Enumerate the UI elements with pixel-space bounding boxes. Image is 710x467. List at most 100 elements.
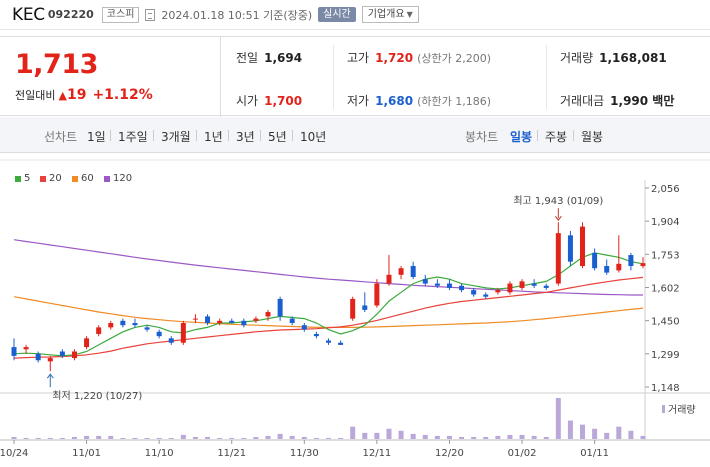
volume-bar xyxy=(531,435,537,439)
volume-bar xyxy=(241,437,247,439)
candle-body xyxy=(277,298,283,317)
volume-legend-label: 거래량 xyxy=(668,404,696,416)
high-annotation: 최고 1,943 (01/09) xyxy=(513,195,603,207)
tab-period-10y[interactable]: 10년 xyxy=(300,130,327,144)
candle-body xyxy=(253,318,259,321)
ma5-line xyxy=(13,252,644,357)
volume-bar xyxy=(108,435,114,439)
stat-volume: 거래량 1,168,081 xyxy=(560,51,667,65)
y-tick-label: 1,450 xyxy=(651,317,680,328)
x-tick-label: 12/11 xyxy=(362,448,391,459)
candle-body xyxy=(96,327,102,334)
volume-bar xyxy=(350,426,356,439)
price-summary: 1,713 전일대비 ▲ 19 +1.12% 전일 1,694 고가 1,720 (상… xyxy=(0,36,710,117)
tab-period-1w[interactable]: 1주일 xyxy=(118,130,148,144)
company-overview-button[interactable]: 기업개요 ▼ xyxy=(361,6,419,23)
legend-ma120: 120 xyxy=(104,173,132,184)
realtime-badge[interactable]: 실시간 xyxy=(318,7,356,22)
candle-body xyxy=(567,235,573,262)
candle-body xyxy=(592,252,598,269)
stock-name: KEC xyxy=(12,4,45,25)
volume-bar xyxy=(434,435,440,439)
candle-body xyxy=(180,323,186,343)
volume-bar xyxy=(580,424,586,439)
candle-body xyxy=(483,294,489,297)
volume-bar xyxy=(386,428,392,439)
volume-bar xyxy=(604,432,610,439)
candle-body xyxy=(531,283,537,286)
candle-body xyxy=(301,325,307,330)
tab-monthly[interactable]: 월봉 xyxy=(581,130,604,144)
stat-trade-amount: 거래대금 1,990 백만 xyxy=(560,94,675,108)
volume-bar xyxy=(71,436,77,439)
y-tick-label: 1,602 xyxy=(651,284,680,295)
x-tick-label: 11/30 xyxy=(290,448,319,459)
ma120-line xyxy=(13,239,643,296)
document-icon[interactable] xyxy=(145,8,156,21)
candle-body xyxy=(144,327,150,330)
volume-bar xyxy=(446,435,452,439)
volume-bar xyxy=(301,436,307,439)
tab-period-3y[interactable]: 3년 xyxy=(236,130,255,144)
volume-bar xyxy=(459,436,465,439)
volume-bar xyxy=(192,436,198,439)
volume-bar xyxy=(422,434,428,439)
divider xyxy=(333,45,334,109)
y-tick-label: 1,753 xyxy=(651,250,680,261)
volume-bar xyxy=(168,437,174,439)
tab-weekly[interactable]: 주봉 xyxy=(545,130,568,144)
tab-period-3m[interactable]: 3개월 xyxy=(161,130,191,144)
ma20-line xyxy=(13,276,644,359)
candle-body xyxy=(519,281,525,288)
volume-legend-swatch xyxy=(662,405,665,413)
volume-bar xyxy=(374,432,380,439)
candle-body xyxy=(640,263,646,267)
ma60-line xyxy=(13,296,644,328)
tab-period-1y[interactable]: 1년 xyxy=(204,130,223,144)
legend-ma60: 60 xyxy=(72,173,94,184)
up-arrow-icon: ▲ xyxy=(58,88,67,102)
current-price-box: 1,713 전일대비 ▲ 19 +1.12% xyxy=(0,37,221,117)
candle-body xyxy=(156,331,162,337)
candle-body xyxy=(265,312,271,317)
candle-body xyxy=(205,316,211,324)
volume-bar xyxy=(253,436,259,439)
x-tick-label: 11/21 xyxy=(217,448,246,459)
chart-tabs: 선차트 1일 1주일 3개월 1년 3년 5년 10년 봉차트 일봉 주봉 월봉 xyxy=(0,117,710,153)
volume-bar xyxy=(132,437,138,439)
y-tick-label: 1,299 xyxy=(651,350,680,361)
change-amount: 19 xyxy=(66,87,87,103)
change-label: 전일대비 xyxy=(15,89,56,102)
stat-low: 저가 1,680 (하한가 1,186) xyxy=(347,94,491,108)
candle-body xyxy=(374,283,380,306)
volume-bar xyxy=(592,428,598,439)
volume-bar xyxy=(265,435,271,439)
tab-line-chart[interactable]: 선차트 xyxy=(44,130,78,144)
volume-bar xyxy=(180,434,186,439)
stock-header: KEC 092220 코스피 2024.01.18 10:51 기준(장중) 실… xyxy=(0,0,710,30)
candle-body xyxy=(59,351,65,356)
tab-period-5y[interactable]: 5년 xyxy=(268,130,287,144)
stat-open: 시가 1,700 xyxy=(236,94,303,108)
quote-datetime: 2024.01.18 10:51 기준(장중) xyxy=(161,8,313,22)
volume-bar xyxy=(398,430,404,439)
volume-bar xyxy=(47,437,53,439)
x-tick-label: 01/11 xyxy=(580,448,609,459)
y-tick-label: 2,056 xyxy=(651,184,680,195)
candle-body xyxy=(410,266,416,277)
volume-bar xyxy=(519,434,525,439)
tab-candle-chart[interactable]: 봉차트 xyxy=(465,130,499,144)
volume-bar xyxy=(120,437,126,439)
volume-bar xyxy=(483,436,489,439)
low-annotation: 최저 1,220 (10/27) xyxy=(52,390,142,402)
volume-bar xyxy=(11,436,17,439)
volume-bar xyxy=(640,435,646,439)
candle-body xyxy=(23,347,29,350)
tab-period-1d[interactable]: 1일 xyxy=(87,130,106,144)
candle-body xyxy=(229,320,235,324)
y-tick-label: 1,904 xyxy=(651,217,680,228)
tab-daily[interactable]: 일봉 xyxy=(510,130,533,144)
y-tick-label: 1,148 xyxy=(651,383,680,394)
price-change: 전일대비 ▲ 19 +1.12% xyxy=(15,87,153,103)
